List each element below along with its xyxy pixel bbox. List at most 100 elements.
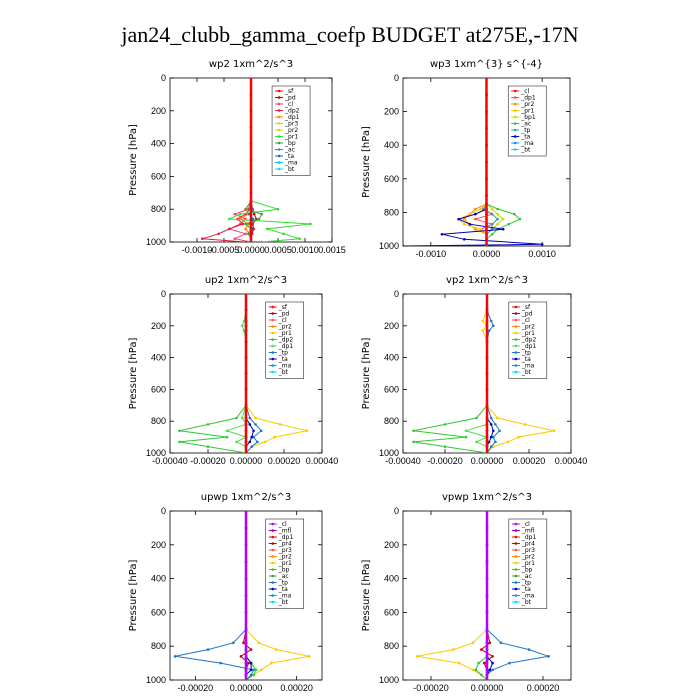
legend-marker [513,102,517,106]
legend-marker [514,561,518,565]
x-tick-label: 0.00000 [230,456,263,466]
legend-marker [514,325,518,328]
legend-marker [513,115,517,119]
data-point [443,445,447,448]
legend-label: _tp [521,350,531,357]
series-line-bp [245,511,257,680]
data-point [547,655,550,658]
legend-label: _bp [278,567,290,574]
legend-label: _ta [278,586,288,593]
legend-label: _cl [278,317,287,324]
data-point [248,416,252,420]
legend-label: _ta [278,356,288,363]
legend-label: _bp [521,567,533,574]
data-point [490,212,494,216]
series-line-tp [245,294,262,453]
legend-marker [513,128,517,132]
chart-title: upwp 1xm^2/s^3 [201,492,291,503]
y-tick-label: 600 [151,384,166,394]
legend-label: _ta [521,356,531,363]
legend: _sf_pd_cl_pr2_pr1_dp2_dp1_tp_ta_ma_bt [508,301,548,379]
data-point [244,222,247,226]
data-point [278,423,282,426]
legend-label: _sf [284,88,294,95]
data-point [249,673,253,677]
y-tick-label: 600 [151,607,166,617]
data-point [457,217,460,221]
data-point [517,435,520,439]
x-tick-label: 0.0000 [473,249,501,259]
data-point [501,217,505,221]
data-point [273,435,276,439]
legend-marker [514,555,518,558]
y-tick-label: 800 [384,207,399,217]
legend-marker [271,325,275,328]
legend-marker [514,548,518,552]
y-tick-label: 0 [394,506,399,516]
data-point [254,416,257,420]
series-line-dp2 [413,294,488,453]
series-group [412,294,556,453]
series-line-tp [175,511,255,680]
legend-label: _pr3 [278,547,292,554]
legend-label: _pr2 [278,554,292,561]
series-line-pr1 [416,511,488,680]
panels: wp2 1xm^2/s^3 Pressure [hPa] 0 200 400 600 800… [128,59,587,693]
legend-label: _ta [284,153,294,160]
data-point [309,222,312,226]
data-point [250,445,253,448]
legend-label: _dp1 [278,343,294,350]
legend-marker [513,89,517,93]
legend-label: _dp2 [521,337,537,344]
data-point [178,429,181,433]
data-point [499,641,503,645]
data-point [219,661,222,665]
legend-marker [271,305,275,309]
data-point [282,232,285,236]
data-point [481,329,485,332]
data-point [492,324,495,328]
x-tick-label: 0.00020 [268,456,301,466]
legend-marker [514,338,518,341]
legend-marker [271,529,275,532]
legend-label: _pr1 [278,560,292,567]
legend-marker [514,542,518,545]
legend-marker [277,115,281,119]
data-point [471,668,475,672]
data-point [462,222,466,226]
data-point [492,429,495,433]
data-point [491,661,494,665]
y-tick-label: 0 [394,73,399,83]
data-point [412,440,415,444]
legend-label: _bt [278,599,289,606]
chart-panel-2: wp3 1xm^{3} s^{-4} Pressure [hPa] 0 200 400 6… [361,59,571,259]
data-point [251,217,255,221]
y-tick-label: 400 [384,353,399,363]
x-tick-label: -0.00020 [427,456,463,466]
x-tick-label: 0.0000 [237,245,265,255]
series-line-dp2 [179,294,247,453]
legend-marker [271,535,275,539]
y-tick-label: 1000 [379,448,399,458]
data-point [248,423,252,426]
legend-label: _ac [284,147,295,154]
legend-marker [277,102,281,106]
legend-label: _ma [521,593,535,600]
legend-marker [513,148,517,151]
data-point [479,227,483,231]
legend-label: _sf [521,304,531,311]
data-point [457,661,461,665]
data-point [173,655,177,658]
legend-label: _pr4 [521,541,535,548]
data-point [201,237,204,241]
legend-label: _ac [278,573,289,580]
data-point [260,240,264,242]
y-tick-label: 400 [384,140,399,150]
legend-marker [271,581,275,584]
chart-title: up2 1xm^2/s^3 [205,275,287,286]
legend-marker [277,109,281,112]
legend-label: _dp2 [278,337,294,344]
data-point [247,232,250,236]
chart-panel-1: wp2 1xm^2/s^3 Pressure [hPa] 0 200 400 600 800… [128,59,346,255]
x-tick-label: 0.0015 [318,245,346,255]
